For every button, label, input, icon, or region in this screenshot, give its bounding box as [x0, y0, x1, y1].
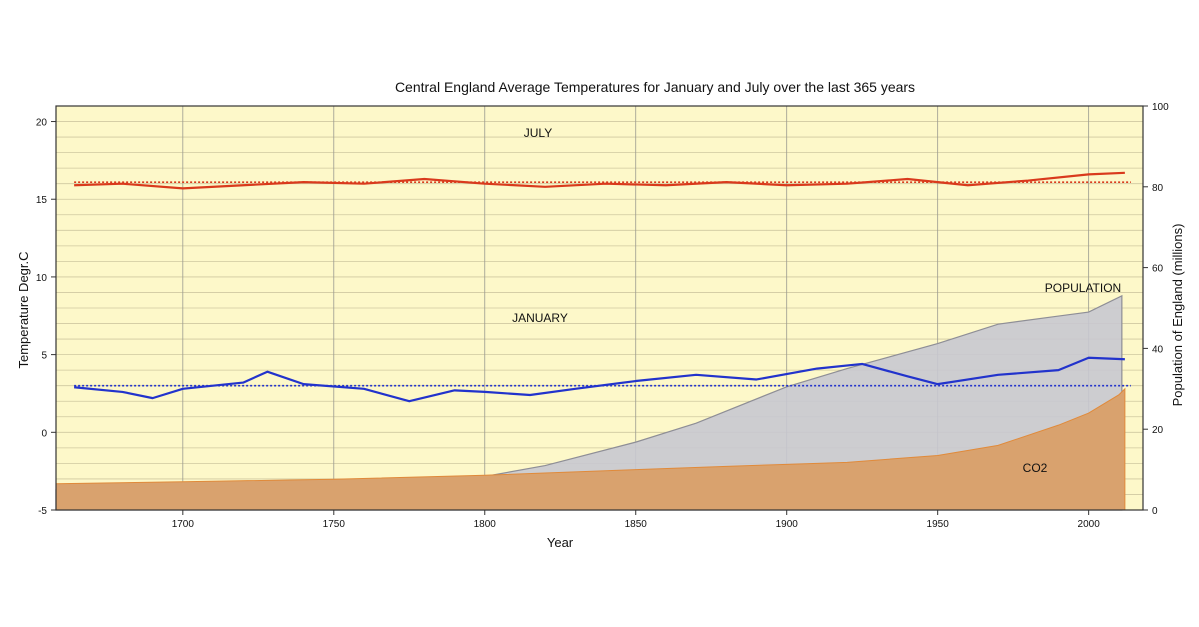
temperature-series — [74, 171, 1131, 403]
y-left-tick-label: 5 — [41, 351, 47, 362]
plot-border — [55, 105, 1144, 511]
y-axis-right-title: Population of England (millions) — [1170, 224, 1185, 407]
co2-label: CO2 — [1023, 461, 1048, 475]
x-axis-title: Year — [547, 535, 574, 550]
y-left-tick-label: 10 — [36, 273, 48, 284]
x-tick-label: 1750 — [323, 519, 346, 530]
july-label: JULY — [524, 126, 552, 140]
area-series — [55, 294, 1126, 511]
co2-area — [55, 387, 1126, 511]
y-right-tick-label: 80 — [1152, 183, 1164, 194]
population-label: POPULATION — [1045, 281, 1121, 295]
y-left-tick-label: 20 — [36, 118, 48, 129]
y-left-tick-label: -5 — [38, 506, 47, 517]
axis-ticks: 1700 1750 1800 1850 1900 1950 2000 -5 0 5 10 15 20 0 2… — [36, 102, 1169, 530]
y-left-tick-label: 0 — [41, 428, 47, 439]
july-smoothed-line — [74, 171, 1125, 190]
y-right-tick-label: 100 — [1152, 102, 1169, 113]
y-right-tick-label: 60 — [1152, 264, 1164, 275]
y-axis-left-title: Temperature Degr.C — [16, 251, 31, 368]
y-left-tick-label: 15 — [36, 195, 48, 206]
x-tick-label: 1800 — [474, 519, 497, 530]
chart-title: Central England Average Temperatures for… — [395, 79, 915, 95]
x-tick-label: 2000 — [1078, 519, 1101, 530]
january-smoothed-line — [74, 356, 1125, 403]
january-label: JANUARY — [512, 311, 568, 325]
y-right-tick-label: 40 — [1152, 344, 1164, 355]
x-tick-label: 1700 — [172, 519, 195, 530]
y-right-tick-label: 0 — [1152, 506, 1158, 517]
x-tick-label: 1900 — [776, 519, 799, 530]
x-tick-label: 1950 — [927, 519, 950, 530]
plot-frame — [55, 105, 1144, 511]
y-right-tick-label: 20 — [1152, 425, 1164, 436]
x-tick-label: 1850 — [625, 519, 648, 530]
